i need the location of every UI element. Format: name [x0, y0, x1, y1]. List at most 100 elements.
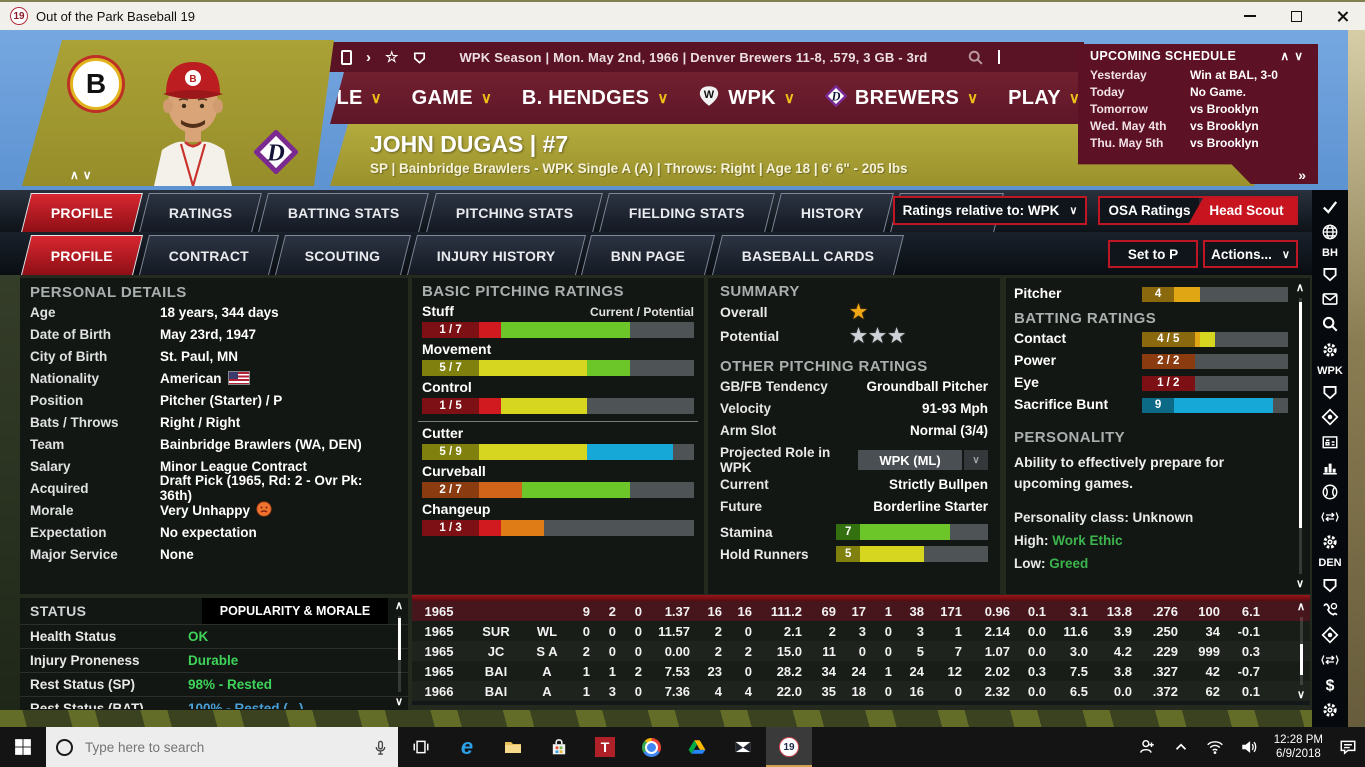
schedule-row[interactable]: Tomorrow vs Brooklyn	[1078, 100, 1318, 117]
stats-row[interactable]: 1965 BAI A 1 1 2 7.53 23 0 28.2 34 24 1 24 12 2.02 0.3 7.…	[412, 661, 1310, 681]
mail-icon[interactable]	[1320, 289, 1340, 309]
close-button[interactable]	[1319, 2, 1365, 30]
stats-cell: 62	[1205, 683, 1220, 699]
start-button[interactable]	[0, 727, 46, 767]
status-scrollbar[interactable]: ∧ ∨	[392, 600, 406, 708]
stats-row[interactable]: 1965 SUR WL 0 0 0 11.57 2 0 2.1 2 3 0 3 1 2.14 0.0 11.6 3.…	[412, 621, 1310, 641]
stats-cell: 1965	[424, 663, 454, 679]
contact-icon[interactable]	[1320, 600, 1340, 620]
league-home-icon[interactable]	[1320, 382, 1340, 402]
rating-bar-value: 1 / 3	[422, 520, 480, 536]
tray-expand-button[interactable]	[1164, 738, 1198, 756]
settings-icon[interactable]	[1320, 340, 1340, 360]
portrait-scroll-arrows[interactable]: ∧∨	[70, 168, 96, 182]
sidebar-label-den: DEN	[1318, 557, 1342, 570]
taskbar-search-box[interactable]	[46, 727, 398, 767]
menu-game[interactable]: GAME ∨	[412, 87, 492, 110]
stats-scrollbar[interactable]: ∧ ∨	[1294, 601, 1308, 701]
stats-row[interactable]: 1965 9 2 0 1.37 16 16 111.2 69 17 1 38 171 0.96 0.1 3.1…	[412, 601, 1310, 621]
status-label: Health Status	[30, 629, 117, 644]
projected-role-dropdown[interactable]: WPK (ML) ∨	[858, 450, 988, 470]
tab-pitching-stats[interactable]: PITCHING STATS	[426, 193, 604, 232]
subtab-scouting[interactable]: SCOUTING	[275, 235, 411, 275]
team-transactions-icon[interactable]	[1320, 650, 1340, 670]
schedule-scroll-arrows[interactable]: ∧∨	[1280, 49, 1308, 63]
tab-history[interactable]: HISTORY	[771, 193, 894, 232]
google-drive-button[interactable]	[674, 727, 720, 767]
team-scores-icon[interactable]	[1320, 625, 1340, 645]
ootp19-taskbar-button[interactable]: 19	[766, 727, 812, 767]
schedule-row[interactable]: Thu. May 5th vs Brooklyn	[1078, 134, 1318, 151]
baseball-icon[interactable]	[1320, 482, 1340, 502]
nav-home-icon[interactable]	[412, 50, 427, 65]
people-tray-button[interactable]	[1130, 738, 1164, 756]
ms-store-button[interactable]	[536, 727, 582, 767]
finances-icon[interactable]: $	[1320, 675, 1340, 695]
stats-row[interactable]: 1965 JC S A 2 0 0 0.00 2 2 15.0 11 0 0 5 7 1.07 0.0 3.0 4.…	[412, 641, 1310, 661]
taskbar-clock[interactable]: 12:28 PM 6/9/2018	[1266, 733, 1331, 761]
ratings-relative-dropdown[interactable]: Ratings relative to: WPK ∨	[893, 196, 1087, 225]
global-search[interactable]	[967, 49, 1001, 66]
menu-play[interactable]: PLAY ∨	[1008, 87, 1080, 110]
tab-profile[interactable]: PROFILE	[21, 193, 143, 232]
edge-button[interactable]: e	[444, 727, 490, 767]
stats-icon[interactable]	[1320, 457, 1340, 477]
search-input[interactable]	[83, 738, 373, 756]
maximize-button[interactable]	[1273, 2, 1319, 30]
scroll-up-icon[interactable]: ∧	[394, 600, 404, 612]
nav-pages-icon[interactable]	[341, 49, 352, 65]
file-explorer-button[interactable]	[490, 727, 536, 767]
popularity-morale-tab[interactable]: POPULARITY & MORALE	[202, 598, 388, 624]
schedule-row[interactable]: Today No Game.	[1078, 83, 1318, 100]
stats-row[interactable]: 1966 BAI A 1 3 0 7.36 4 4 22.0 35 18 0 16 0 2.32 0.0 6.5 0…	[412, 681, 1310, 701]
head-scout-button[interactable]: Head Scout	[1189, 198, 1296, 223]
schedule-row[interactable]: Wed. May 4th vs Brooklyn	[1078, 117, 1318, 134]
chrome-button[interactable]	[628, 727, 674, 767]
volume-tray-button[interactable]	[1232, 738, 1266, 756]
standings-icon[interactable]	[1320, 432, 1340, 452]
scroll-up-icon[interactable]: ∧	[1296, 601, 1306, 613]
edge-icon: e	[460, 734, 474, 759]
wifi-tray-button[interactable]	[1198, 738, 1232, 756]
task-view-button[interactable]	[398, 727, 444, 767]
bookmark-star-icon[interactable]: ☆	[385, 48, 399, 66]
menu-wpk[interactable]: W WPK ∨	[698, 85, 795, 112]
mail-app-button[interactable]	[720, 727, 766, 767]
panel-scrollbar[interactable]: ∧ ∨	[1293, 282, 1307, 590]
menu-brewers[interactable]: D BREWERS ∨	[824, 83, 978, 112]
nav-forward-icon[interactable]: ›	[366, 48, 371, 66]
subtab-bnn-page[interactable]: BNN PAGE	[581, 235, 716, 275]
transactions-icon[interactable]	[1320, 507, 1340, 527]
rating-bar: 2 / 7	[422, 482, 694, 498]
scroll-down-icon[interactable]: ∨	[1296, 689, 1306, 701]
globe-icon[interactable]	[1320, 222, 1340, 242]
set-to-p-button[interactable]: Set to P	[1108, 240, 1198, 268]
team-home-icon[interactable]	[1320, 575, 1340, 595]
tab-batting-stats[interactable]: BATTING STATS	[258, 193, 430, 232]
confirm-icon[interactable]	[1320, 197, 1340, 217]
schedule-more-icon[interactable]: »	[1298, 167, 1306, 183]
tab-ratings[interactable]: RATINGS	[139, 193, 263, 232]
scores-icon[interactable]	[1320, 407, 1340, 427]
action-center-button[interactable]	[1331, 738, 1365, 756]
menu-b-hendges[interactable]: B. HENDGES ∨	[522, 87, 668, 110]
scroll-up-icon[interactable]: ∧	[1295, 282, 1305, 294]
subtab-baseball-cards[interactable]: BASEBALL CARDS	[711, 235, 905, 275]
stats-cell: 0.3	[1241, 643, 1260, 659]
osa-ratings-button[interactable]: OSA Ratings	[1100, 198, 1199, 223]
team-settings-icon[interactable]	[1320, 700, 1340, 720]
minimize-button[interactable]	[1227, 2, 1273, 30]
actions-dropdown[interactable]: Actions... ∨	[1203, 240, 1298, 268]
subtab-injury-history[interactable]: INJURY HISTORY	[406, 235, 586, 275]
schedule-row[interactable]: Yesterday Win at BAL, 3-0	[1078, 66, 1318, 83]
tab-fielding-stats[interactable]: FIELDING STATS	[599, 193, 776, 232]
subtab-profile[interactable]: PROFILE	[21, 235, 144, 275]
stats-cell: 2	[714, 643, 722, 659]
subtab-contract[interactable]: CONTRACT	[139, 235, 280, 275]
scroll-down-icon[interactable]: ∨	[1295, 578, 1305, 590]
league-settings-icon[interactable]	[1320, 532, 1340, 552]
t-app-button[interactable]: T	[582, 727, 628, 767]
search-icon[interactable]	[1320, 314, 1340, 334]
home-icon[interactable]	[1320, 264, 1340, 284]
scroll-down-icon[interactable]: ∨	[394, 696, 404, 708]
